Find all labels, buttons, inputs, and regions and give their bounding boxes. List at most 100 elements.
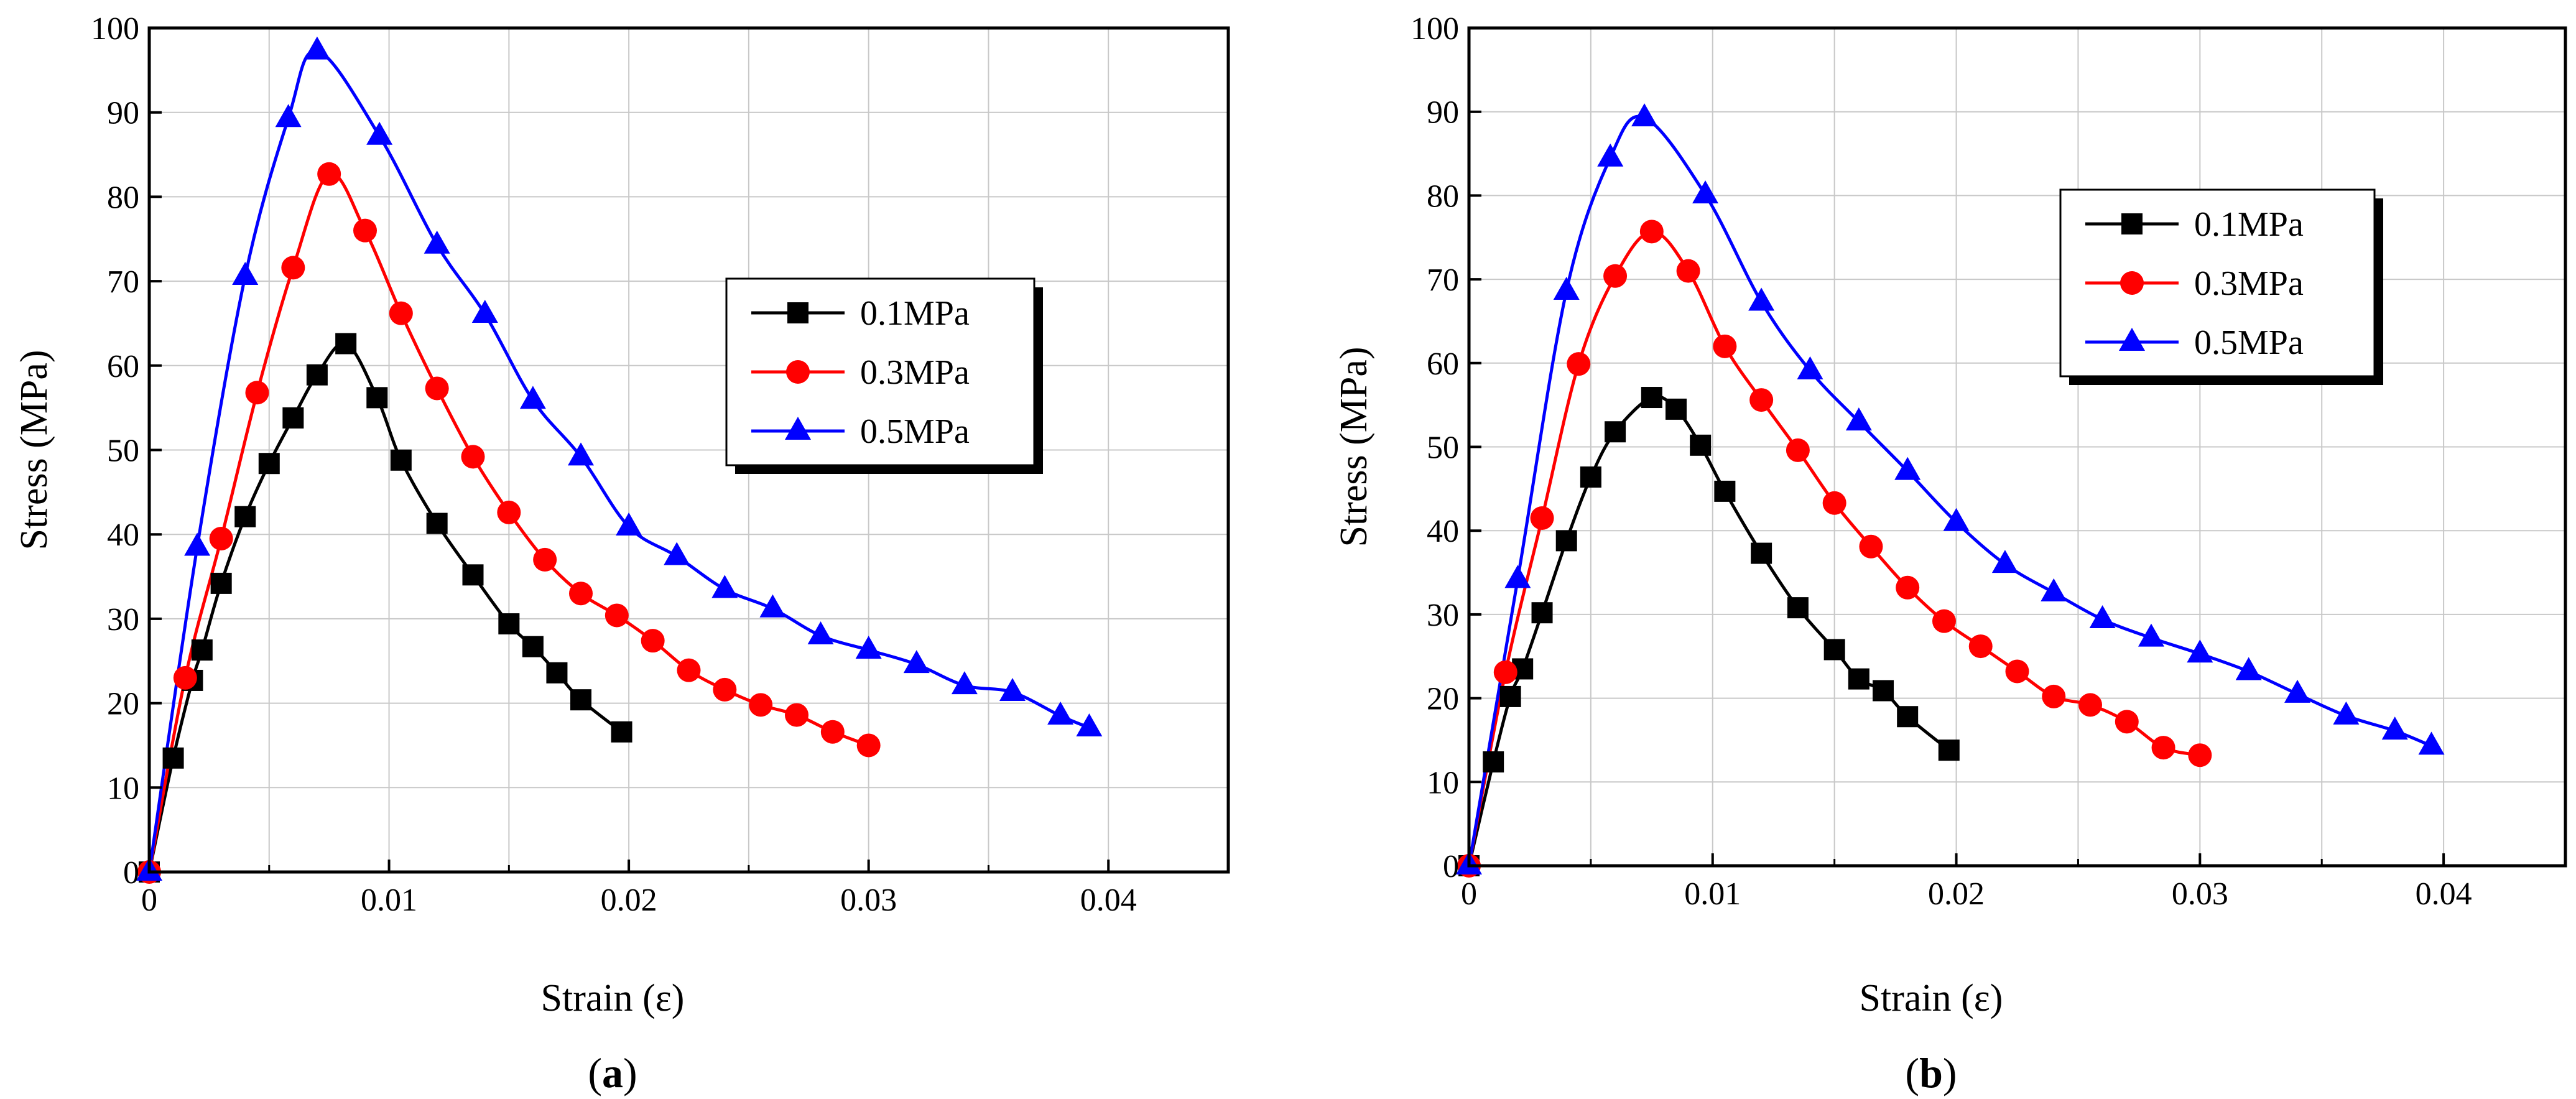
- data-point-0.1MPa: [498, 613, 520, 635]
- data-point-0.3MPa: [856, 733, 881, 758]
- data-point-0.1MPa: [1897, 706, 1919, 728]
- legend-marker-0.3MPa: [2120, 271, 2144, 295]
- data-point-0.1MPa: [1690, 434, 1712, 456]
- data-point-0.5MPa: [1553, 276, 1580, 300]
- y-tick-label: 100: [91, 11, 139, 47]
- legend-label-0.5MPa: 0.5MPa: [2194, 323, 2304, 362]
- x-tick-label: 0: [1461, 876, 1477, 912]
- data-point-0.5MPa: [616, 512, 642, 536]
- data-point-0.1MPa: [1483, 751, 1504, 772]
- data-point-0.5MPa: [903, 650, 930, 674]
- data-point-0.3MPa: [317, 162, 341, 186]
- data-point-0.5MPa: [184, 532, 211, 556]
- x-tick-label: 0.04: [1080, 883, 1137, 918]
- y-tick-label: 40: [107, 517, 139, 553]
- data-point-0.5MPa: [424, 230, 450, 254]
- data-point-0.3MPa: [497, 500, 521, 524]
- legend-marker-0.1MPa: [787, 302, 808, 323]
- data-point-0.1MPa: [611, 721, 632, 743]
- data-point-0.5MPa: [471, 300, 498, 323]
- y-tick-label: 20: [107, 687, 139, 722]
- legend-label-0.5MPa: 0.5MPa: [860, 412, 970, 451]
- legend-label-0.3MPa: 0.3MPa: [2194, 264, 2304, 303]
- series-markers-0.3MPa: [1457, 220, 2212, 878]
- data-point-0.3MPa: [1713, 334, 1737, 358]
- x-axis-label: Strain (ε): [541, 977, 685, 1019]
- series-markers-0.5MPa: [1456, 103, 2445, 874]
- data-point-0.5MPa: [519, 386, 546, 409]
- series-markers-0.3MPa: [137, 162, 881, 884]
- data-point-0.5MPa: [855, 636, 882, 659]
- series-line-0.1MPa: [1467, 395, 1950, 866]
- data-point-0.1MPa: [191, 639, 213, 661]
- legend-item-0.3MPa: 0.3MPa: [751, 353, 970, 392]
- data-point-0.5MPa: [759, 594, 786, 618]
- data-point-0.3MPa: [2078, 693, 2103, 717]
- panel-label-letter: a: [602, 1049, 623, 1097]
- data-point-0.5MPa: [1692, 180, 1719, 204]
- data-point-0.3MPa: [1603, 264, 1628, 288]
- data-point-0.1MPa: [162, 747, 184, 769]
- panel-label: (b): [1905, 1049, 1957, 1097]
- data-point-0.5MPa: [711, 575, 738, 598]
- y-tick-label: 90: [1427, 95, 1459, 131]
- data-point-0.3MPa: [173, 665, 197, 690]
- x-tick-label: 0.03: [840, 883, 897, 918]
- x-tick-label: 0.02: [1928, 876, 1985, 912]
- data-point-0.5MPa: [366, 121, 393, 145]
- panel-label-letter: b: [1919, 1049, 1943, 1097]
- data-point-0.3MPa: [353, 218, 377, 243]
- data-point-0.3MPa: [425, 376, 449, 401]
- legend-marker-0.5MPa: [2119, 328, 2145, 351]
- data-point-0.5MPa: [1047, 701, 1074, 725]
- data-point-0.5MPa: [2138, 623, 2164, 647]
- data-point-0.3MPa: [2151, 736, 2175, 760]
- data-point-0.5MPa: [2381, 716, 2408, 740]
- legend: 0.1MPa 0.3MPa 0.5MPa: [2059, 188, 2383, 385]
- legend-item-0.1MPa: 0.1MPa: [751, 294, 970, 333]
- data-point-0.3MPa: [569, 582, 593, 606]
- data-point-0.1MPa: [1848, 668, 1869, 690]
- x-tick-label: 0.01: [1684, 876, 1741, 912]
- data-point-0.3MPa: [533, 547, 557, 572]
- data-point-0.1MPa: [1823, 639, 1845, 661]
- data-point-0.5MPa: [1797, 356, 1823, 379]
- series-markers-0.5MPa: [136, 36, 1103, 881]
- data-point-0.3MPa: [2188, 743, 2212, 767]
- x-tick-label: 0.01: [361, 883, 417, 918]
- series-markers-0.1MPa: [1458, 387, 1960, 876]
- legend-item-0.5MPa: 0.5MPa: [2085, 323, 2304, 362]
- y-tick-label: 0: [123, 855, 139, 891]
- legend-item-0.3MPa: 0.3MPa: [2085, 264, 2304, 303]
- data-point-0.5MPa: [568, 442, 594, 466]
- data-point-0.1MPa: [1580, 466, 1601, 488]
- data-point-0.3MPa: [785, 703, 808, 727]
- data-point-0.1MPa: [282, 407, 304, 429]
- panel-label-open: (: [1905, 1049, 1919, 1097]
- y-tick-label: 60: [1427, 346, 1459, 382]
- data-point-0.5MPa: [1991, 550, 2018, 573]
- data-point-0.1MPa: [1555, 530, 1577, 552]
- data-point-0.5MPa: [2187, 639, 2213, 663]
- gridlines: [149, 28, 1228, 872]
- data-point-0.1MPa: [462, 564, 484, 586]
- data-point-0.1MPa: [335, 333, 357, 355]
- data-point-0.5MPa: [1076, 713, 1103, 736]
- panel-label: (a): [588, 1049, 637, 1097]
- data-point-0.3MPa: [641, 629, 665, 653]
- y-tick-label: 0: [1443, 849, 1459, 884]
- data-point-0.5MPa: [1597, 143, 1624, 167]
- data-point-0.3MPa: [749, 693, 773, 717]
- data-point-0.3MPa: [389, 301, 413, 325]
- data-point-0.3MPa: [605, 603, 629, 628]
- data-point-0.1MPa: [570, 689, 591, 711]
- data-point-0.3MPa: [1786, 438, 1810, 462]
- data-point-0.3MPa: [2005, 659, 2029, 684]
- data-point-0.1MPa: [390, 449, 412, 471]
- data-point-0.5MPa: [2333, 701, 2360, 725]
- legend-marker-0.5MPa: [785, 417, 811, 440]
- gridlines: [1469, 28, 2565, 866]
- data-point-0.3MPa: [1676, 259, 1700, 283]
- data-point-0.1MPa: [1499, 685, 1521, 707]
